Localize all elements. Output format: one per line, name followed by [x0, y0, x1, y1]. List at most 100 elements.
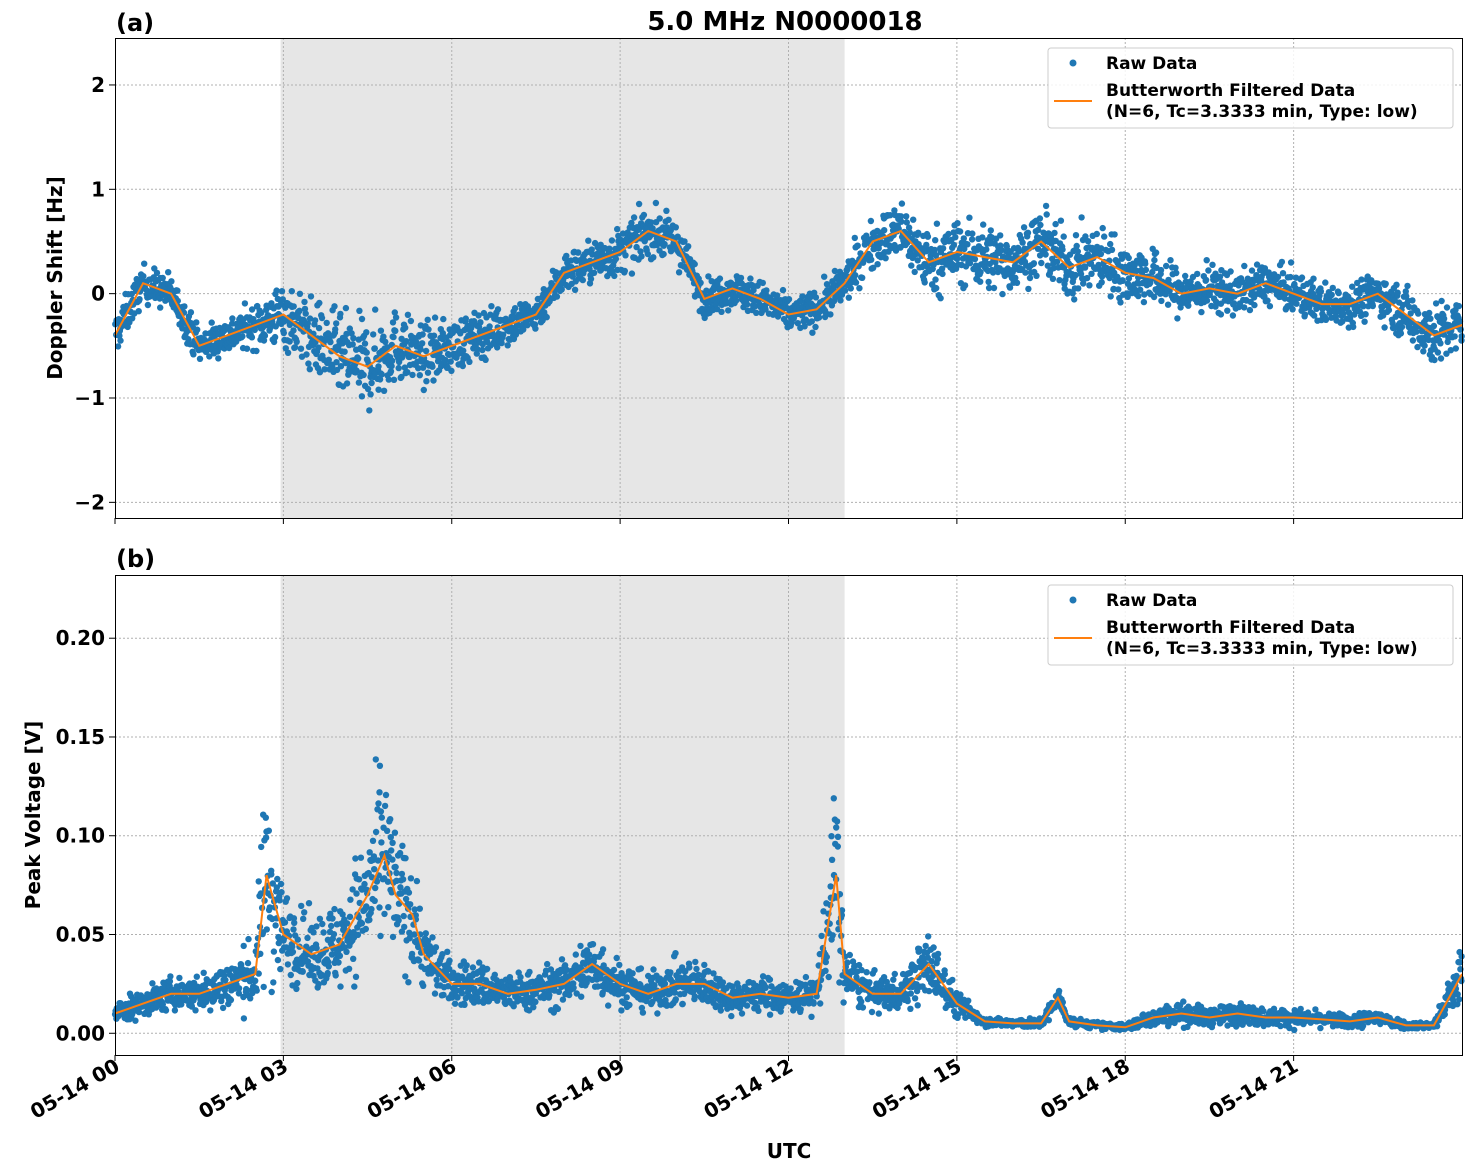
raw-data-point — [747, 275, 754, 282]
raw-data-point — [219, 1004, 227, 1012]
raw-data-point — [390, 376, 398, 383]
raw-data-point — [341, 348, 348, 355]
raw-data-point — [1050, 264, 1057, 272]
raw-data-point — [810, 1000, 817, 1007]
raw-data-point — [579, 276, 586, 284]
raw-data-point — [459, 362, 466, 370]
raw-data-point — [629, 970, 636, 977]
raw-data-point — [818, 932, 825, 940]
panel-label-a: (a) — [116, 9, 154, 37]
raw-data-point — [977, 278, 984, 285]
raw-data-point — [494, 306, 502, 313]
raw-data-point — [743, 301, 751, 308]
raw-data-point — [618, 1007, 625, 1014]
raw-data-point — [977, 268, 984, 276]
raw-data-point — [372, 756, 379, 763]
raw-data-point — [626, 1001, 633, 1009]
raw-data-point — [571, 286, 579, 293]
raw-data-point — [389, 839, 396, 846]
raw-data-point — [650, 254, 657, 261]
raw-data-point — [1281, 295, 1289, 302]
raw-data-point — [1369, 302, 1377, 310]
raw-data-point — [283, 895, 291, 902]
raw-data-point — [1415, 310, 1422, 317]
raw-data-point — [376, 904, 383, 911]
raw-data-point — [372, 884, 379, 892]
raw-data-point — [1381, 324, 1388, 331]
raw-data-point — [672, 996, 679, 1003]
raw-data-point — [385, 376, 392, 383]
raw-data-point — [1052, 220, 1059, 228]
raw-data-point — [1183, 284, 1190, 291]
raw-data-point — [448, 367, 455, 374]
raw-data-point — [1049, 275, 1057, 282]
raw-data-point — [663, 207, 670, 214]
raw-data-point — [1038, 259, 1045, 267]
raw-data-point — [402, 855, 409, 862]
raw-data-point — [307, 293, 315, 300]
raw-data-point — [417, 346, 424, 353]
raw-data-point — [498, 339, 505, 347]
raw-data-point — [954, 255, 961, 263]
raw-data-point — [416, 372, 423, 379]
raw-data-point — [1251, 301, 1258, 309]
raw-data-point — [420, 386, 427, 394]
raw-data-point — [415, 957, 423, 964]
raw-data-point — [315, 344, 322, 351]
raw-data-point — [983, 246, 990, 253]
raw-data-point — [141, 260, 148, 267]
raw-data-point — [114, 343, 122, 350]
raw-data-point — [1409, 297, 1416, 304]
raw-data-point — [712, 301, 720, 308]
raw-data-point — [616, 961, 623, 969]
raw-data-point — [420, 982, 427, 989]
raw-data-point — [907, 1005, 914, 1012]
raw-data-point — [691, 260, 698, 268]
raw-data-point — [332, 972, 339, 979]
raw-data-point — [1119, 277, 1126, 284]
raw-data-point — [399, 876, 407, 883]
raw-data-point — [1082, 233, 1089, 240]
raw-data-point — [1209, 261, 1216, 268]
raw-data-point — [1163, 262, 1170, 270]
raw-data-point — [1430, 322, 1438, 330]
raw-data-point — [1012, 274, 1019, 282]
raw-data-point — [1319, 305, 1326, 313]
raw-data-point — [821, 273, 828, 280]
raw-data-point — [621, 267, 628, 275]
raw-data-point — [277, 880, 285, 888]
raw-data-point — [808, 1013, 815, 1020]
raw-data-point — [801, 323, 808, 330]
raw-data-point — [1362, 311, 1369, 318]
raw-data-point — [1125, 254, 1132, 262]
raw-data-point — [190, 351, 197, 358]
raw-data-point — [390, 333, 397, 341]
raw-data-point — [941, 971, 948, 978]
raw-data-point — [316, 369, 324, 376]
raw-data-point — [743, 1002, 751, 1009]
raw-data-point — [990, 284, 998, 292]
raw-data-point — [258, 843, 265, 851]
raw-data-point — [661, 240, 668, 248]
raw-data-point — [1278, 258, 1286, 266]
raw-data-point — [479, 346, 486, 354]
raw-data-point — [1404, 282, 1411, 290]
raw-data-point — [358, 393, 366, 400]
raw-data-point — [905, 224, 913, 231]
raw-data-point — [1443, 304, 1451, 311]
raw-data-point — [939, 270, 946, 278]
raw-data-point — [1107, 293, 1114, 300]
raw-data-point — [265, 827, 272, 834]
raw-data-point — [447, 358, 454, 365]
raw-data-point — [306, 366, 313, 373]
raw-data-point — [1173, 269, 1180, 277]
raw-data-point — [1072, 271, 1079, 279]
raw-data-point — [1026, 274, 1034, 282]
raw-data-point — [324, 969, 331, 977]
raw-data-point — [375, 363, 382, 370]
raw-data-point — [1203, 297, 1211, 304]
raw-data-point — [691, 993, 699, 1000]
raw-data-point — [693, 965, 700, 973]
raw-data-point — [381, 910, 388, 918]
raw-data-point — [135, 308, 142, 315]
